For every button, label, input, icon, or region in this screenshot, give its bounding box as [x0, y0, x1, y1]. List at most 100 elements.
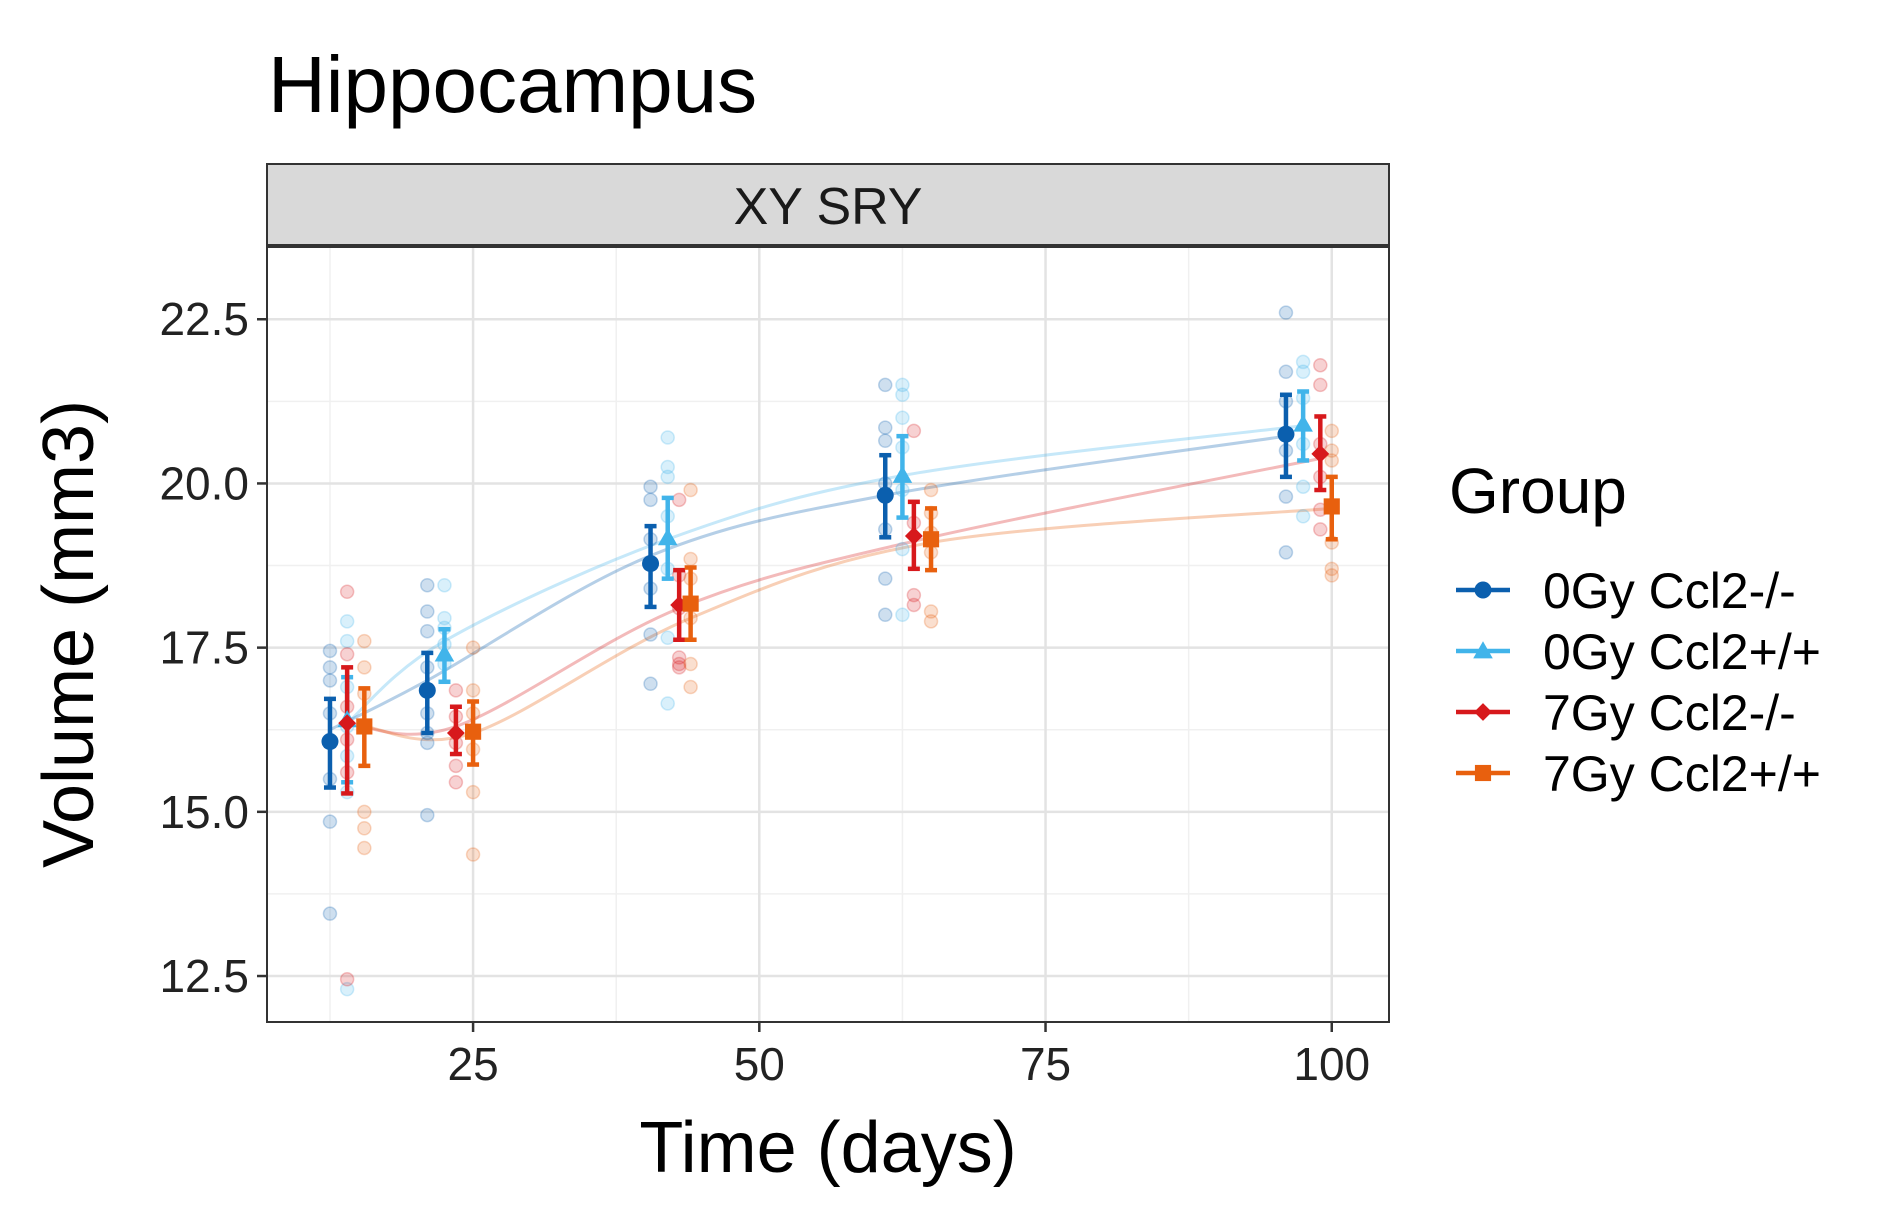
x-tick-label: 75 — [1020, 1038, 1071, 1090]
raw-point — [683, 656, 698, 672]
mean-marker — [876, 486, 894, 504]
y-tick-label: 17.5 — [159, 622, 249, 674]
raw-point — [643, 676, 658, 692]
raw-point — [683, 482, 698, 498]
raw-point — [1313, 377, 1328, 393]
raw-point — [322, 673, 338, 688]
chart-title: Hippocampus — [268, 40, 757, 129]
raw-point — [1278, 489, 1294, 504]
mean-markers — [321, 414, 1340, 751]
raw-point — [660, 469, 675, 485]
raw-point — [420, 623, 435, 639]
raw-point — [660, 630, 675, 646]
legend-key-marker — [1474, 764, 1492, 782]
legend-label: 0Gy Ccl2-/- — [1543, 563, 1796, 619]
axes: 12.5 15.0 17.5 20.0 22.5 25 50 75 100 — [159, 293, 1370, 1090]
raw-point — [420, 604, 435, 619]
raw-point — [322, 660, 338, 675]
x-axis-title: Time (days) — [639, 1108, 1016, 1188]
plot-border — [266, 246, 1390, 1023]
raw-point — [357, 633, 372, 649]
raw-point — [906, 597, 922, 613]
facet-label: XY SRY — [734, 178, 923, 236]
raw-point — [448, 758, 464, 774]
raw-point — [465, 784, 481, 800]
mean-marker — [321, 733, 339, 751]
mean-marker — [1293, 414, 1313, 432]
legend-key-marker — [1473, 641, 1493, 659]
raw-point — [1313, 357, 1328, 373]
legend-label: 0Gy Ccl2+/+ — [1543, 624, 1821, 680]
raw-point — [1324, 423, 1340, 439]
raw-point — [895, 387, 910, 403]
raw-point — [339, 981, 355, 997]
mean-marker — [338, 714, 357, 733]
raw-point — [465, 640, 481, 655]
raw-point — [1313, 522, 1328, 537]
raw-point — [1295, 354, 1311, 370]
raw-point — [465, 683, 481, 698]
raw-point — [643, 627, 658, 642]
raw-point — [643, 479, 658, 494]
mean-marker — [1323, 498, 1340, 515]
raw-point — [660, 459, 675, 475]
mean-marker — [446, 724, 465, 742]
raw-point — [322, 906, 338, 921]
mean-marker — [904, 527, 923, 545]
raw-point — [671, 492, 687, 508]
raw-point — [1324, 568, 1340, 583]
raw-point — [437, 610, 452, 626]
mean-marker — [418, 681, 436, 699]
raw-point — [339, 633, 355, 649]
raw-point — [322, 643, 338, 659]
raw-point — [683, 679, 698, 695]
raw-point — [895, 607, 910, 623]
raw-point — [643, 492, 658, 508]
raw-point — [877, 607, 893, 623]
mean-marker — [642, 555, 660, 573]
raw-point — [1295, 479, 1311, 494]
facet-strip — [266, 163, 1390, 246]
raw-point — [683, 551, 698, 567]
raw-point — [357, 804, 372, 820]
fit-line-1 — [346, 424, 1304, 725]
mean-marker — [1311, 444, 1330, 463]
raw-point — [448, 775, 464, 790]
y-tick-label: 12.5 — [159, 950, 249, 1002]
raw-point — [671, 660, 687, 675]
y-tick-label: 15.0 — [159, 786, 249, 838]
raw-point — [923, 614, 939, 629]
mean-marker — [892, 465, 913, 483]
raw-point — [923, 482, 939, 498]
x-tick-label: 100 — [1293, 1038, 1370, 1090]
raw-point — [1295, 364, 1311, 380]
legend-item: 0Gy Ccl2+/+ — [1456, 624, 1821, 680]
raw-point — [877, 571, 893, 586]
mean-marker — [922, 531, 940, 548]
mean-marker — [657, 528, 678, 546]
raw-point — [660, 696, 675, 711]
raw-point — [671, 650, 687, 665]
raw-point — [895, 377, 910, 393]
raw-point — [906, 587, 922, 603]
legend: 0Gy Ccl2-/-0Gy Ccl2+/+7Gy Ccl2-/-7Gy Ccl… — [1456, 563, 1821, 802]
legend-item: 7Gy Ccl2-/- — [1456, 685, 1796, 741]
raw-point — [420, 577, 435, 593]
y-tick-label: 22.5 — [159, 293, 249, 345]
x-tick-label: 25 — [447, 1038, 498, 1090]
raw-point — [1278, 364, 1294, 380]
raw-point — [322, 814, 338, 829]
mean-marker — [1277, 425, 1295, 443]
legend-label: 7Gy Ccl2-/- — [1543, 685, 1796, 741]
raw-point — [420, 807, 435, 823]
raw-point — [671, 656, 687, 672]
raw-point — [660, 430, 675, 445]
mean-marker — [356, 718, 373, 735]
legend-key-marker — [1474, 581, 1492, 599]
raw-point — [339, 614, 355, 629]
x-tick-label: 50 — [734, 1038, 785, 1090]
raw-point — [1324, 561, 1340, 577]
raw-point — [437, 577, 452, 593]
